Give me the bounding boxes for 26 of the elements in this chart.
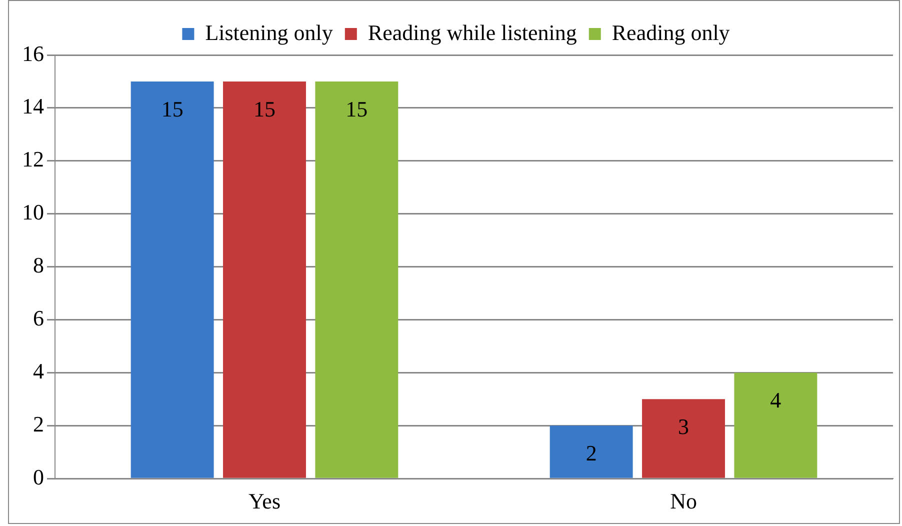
y-tick-label: 14 — [22, 94, 44, 119]
bar — [642, 399, 725, 478]
data-label: 15 — [254, 96, 276, 122]
data-label: 15 — [161, 96, 184, 122]
y-tick-label: 12 — [22, 146, 44, 172]
y-tick-label: 10 — [22, 200, 44, 225]
data-label: 3 — [678, 414, 689, 439]
bar — [315, 81, 398, 478]
y-tick-label: 2 — [33, 411, 44, 436]
x-tick-label: Yes — [248, 488, 281, 514]
data-label: 15 — [346, 96, 368, 122]
bar — [550, 426, 633, 478]
y-tick-label: 8 — [33, 252, 44, 278]
x-tick-label: No — [670, 488, 697, 514]
data-label: 4 — [770, 387, 782, 412]
y-tick-label: 6 — [33, 306, 44, 331]
legend-label: Listening only — [205, 20, 333, 45]
y-tick-label: 0 — [33, 464, 44, 490]
legend-label: Reading while listening — [368, 20, 577, 45]
data-label: 2 — [586, 440, 597, 466]
bar — [223, 81, 306, 478]
legend-label: Reading only — [612, 20, 730, 45]
bar — [130, 81, 214, 478]
y-tick-label: 16 — [22, 40, 44, 66]
bar — [734, 372, 818, 478]
y-tick-label: 4 — [33, 358, 44, 384]
